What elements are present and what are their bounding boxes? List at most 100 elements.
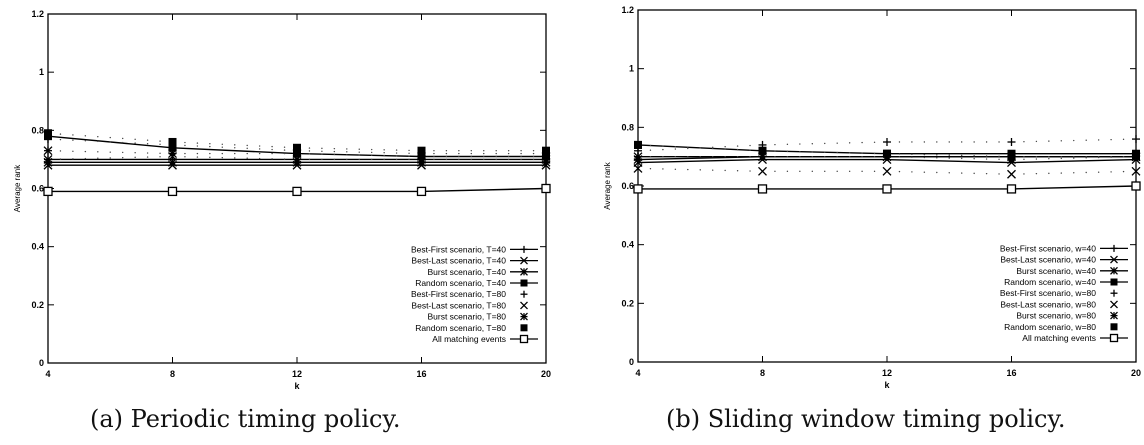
chart-b-series-7-dot — [774, 150, 776, 152]
chart-a-series-7-dot — [507, 149, 510, 152]
chart-a-series-6-dot — [408, 155, 410, 157]
chart-b-legend-marker — [1110, 266, 1118, 275]
chart-b-series-6-dot — [848, 155, 851, 158]
chart-b-series-4-dot — [662, 148, 664, 151]
chart-b-series-5-dot — [836, 170, 838, 173]
chart-b-series-6-dot — [898, 156, 901, 158]
chart-b-series-5-dot — [811, 170, 813, 173]
chart-a-series-7-dot — [346, 148, 348, 150]
chart-b-series-6-point — [633, 152, 643, 162]
chart-b-series-5-point — [758, 166, 767, 176]
chart-a-series-7-dot — [308, 147, 311, 149]
chart-b-series-7 — [634, 140, 1140, 161]
chart-a-series-5-dot — [184, 156, 186, 158]
chart-b-series-7-dot — [1110, 155, 1112, 158]
chart-b-series-6-dot — [662, 155, 664, 158]
chart-a-series-4-dot — [408, 152, 410, 155]
chart-a-series-4-dot — [196, 145, 199, 147]
chart-b-series-4-dot — [948, 141, 950, 143]
chart-a-legend-label: All matching events — [432, 334, 506, 344]
chart-a-series-7-dot — [221, 143, 223, 145]
chart-a-ytick-label: 0.8 — [31, 125, 44, 135]
chart-b-series-4-point — [1007, 138, 1016, 146]
chart-b-series-7-point — [634, 140, 642, 149]
chart-b-ytick-label: 0.6 — [621, 181, 634, 191]
chart-a-series-5-dot — [221, 156, 223, 159]
chart-b-series-7-dot — [736, 148, 739, 151]
chart-b-series-6-dot — [1035, 158, 1038, 160]
chart-b-series-5-point — [1131, 166, 1141, 176]
chart-b-series-5-dot — [911, 171, 913, 173]
chart-b-series-4-dot — [1097, 139, 1100, 141]
chart-b-series-7-dot — [848, 152, 851, 154]
chart-a-series-6-dot — [308, 153, 311, 155]
chart-a-series-6-dot — [321, 153, 323, 155]
chart-b-series-4-dot — [911, 141, 913, 143]
chart-b-series-4-dot — [1073, 139, 1075, 142]
chart-b-series-6-dot — [1073, 157, 1075, 159]
chart-b-legend-marker — [1110, 278, 1118, 286]
chart-a-series-5-dot — [383, 158, 385, 161]
chart-a-series-8-point — [416, 186, 427, 197]
chart-b-series-7-dot — [948, 154, 950, 156]
chart-a-series-6-dot — [346, 154, 348, 156]
chart-a-series-5-dot — [321, 158, 323, 161]
chart-a-series-5-dot — [122, 156, 124, 159]
chart-b-series-4-dot — [1122, 138, 1125, 141]
chart-a-series-7-point — [542, 146, 550, 155]
chart-b-legend-label: Best-Last scenario, w=80 — [1000, 299, 1096, 309]
chart-a-series-5-dot — [146, 156, 149, 158]
chart-a-series-7-dot — [271, 145, 273, 148]
chart-a-series-7-dot — [184, 141, 186, 144]
chart-b-series-7-dot — [1097, 155, 1100, 158]
chart-a-series-6-dot — [445, 155, 448, 158]
chart-a-xtick-label: 8 — [170, 369, 175, 379]
chart-a-series-5-dot — [159, 156, 161, 158]
chart-a-series-5-dot — [408, 158, 410, 161]
chart-a-series-6-dot — [84, 150, 87, 153]
chart-a-legend-marker — [520, 256, 528, 265]
chart-a-series-6-dot — [495, 155, 497, 158]
chart-b-series-5-dot — [1110, 171, 1112, 173]
chart-a-series-5-dot — [445, 158, 448, 161]
chart-b-series-4 — [634, 135, 1140, 155]
chart-a-series-7-dot — [371, 148, 373, 151]
chart-b-series-6-dot — [736, 155, 739, 158]
chart-a-xtick-label: 16 — [416, 369, 426, 379]
chart-b-series-7-dot — [1073, 155, 1075, 158]
chart-b-caption: (b) Sliding window timing policy. — [666, 405, 1066, 433]
chart-b-series-8 — [633, 181, 1141, 194]
chart-a-legend-marker — [520, 267, 528, 276]
chart-b-series-5-dot — [1097, 171, 1100, 173]
chart-b-yaxis-label: Average rank — [603, 161, 612, 209]
chart-b-series-8-point — [633, 184, 643, 194]
chart-a-series-6-dot — [371, 154, 373, 157]
chart-a-series-4-dot — [383, 152, 385, 154]
chart-b-series-6-dot — [687, 155, 689, 158]
chart-a-series-5-dot — [72, 158, 74, 160]
chart-a-series-5-dot — [333, 158, 336, 161]
chart-a-series-4-dot — [483, 152, 485, 155]
chart-a-series-5-dot — [433, 158, 435, 161]
chart-a-series-5-dot — [346, 158, 348, 161]
chart-b-series-7-dot — [649, 144, 652, 147]
chart-a-series-6-dot — [433, 155, 435, 158]
chart-a-series-7-dot — [97, 136, 99, 138]
chart-b-series-5-dot — [898, 170, 901, 173]
chart-a-series-4-dot — [97, 140, 99, 143]
chart-a-series-4-dot — [395, 152, 398, 154]
chart-a-legend-marker — [520, 279, 528, 287]
chart-a-series-6-dot — [395, 155, 398, 157]
chart-b-series-4-dot — [649, 149, 652, 151]
chart-a-series-4-dot — [283, 149, 286, 151]
chart-b-series-7-dot — [998, 155, 1000, 158]
chart-a-series-5-dot — [97, 157, 99, 159]
chart-b-series-4-dot — [836, 142, 838, 144]
chart-b-series-5-dot — [923, 171, 926, 173]
chart-b-series-7-dot — [674, 145, 677, 148]
chart-a-series-5-dot — [283, 158, 286, 160]
chart-a-series-4-dot — [184, 144, 186, 147]
chart-a-series-7-dot — [209, 143, 211, 145]
chart-b-series-7-dot — [1023, 155, 1025, 158]
chart-a-legend-label: Random scenario, T=80 — [415, 323, 506, 333]
